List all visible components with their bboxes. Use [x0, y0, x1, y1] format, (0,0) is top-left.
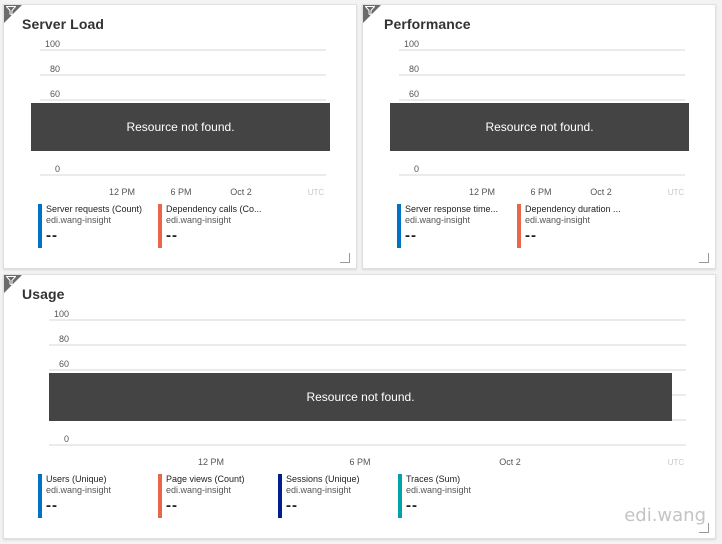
tile-title: Usage: [22, 286, 65, 302]
legend-value: --: [46, 497, 58, 514]
filter-icon[interactable]: [365, 6, 375, 16]
legend-color-bar: [38, 204, 42, 248]
filter-icon[interactable]: [6, 276, 16, 286]
legend-series-name: Users (Unique): [46, 474, 107, 484]
legend-item[interactable]: Sessions (Unique) edi.wang-insight --: [278, 474, 390, 518]
x-tick-label: Oct 2: [590, 187, 612, 197]
legend-resource-name: edi.wang-insight: [406, 485, 472, 495]
error-banner: Resource not found.: [49, 373, 672, 421]
x-tick-label: Oct 2: [499, 457, 521, 467]
legend-resource-name: edi.wang-insight: [46, 485, 112, 495]
legend-value: --: [405, 227, 417, 244]
tile-title: Server Load: [22, 16, 105, 32]
legend-series-name: Page views (Count): [166, 474, 245, 484]
timezone-label: UTC: [668, 458, 685, 467]
y-tick-label: 0: [55, 164, 60, 174]
x-tick-label: 6 PM: [170, 187, 191, 197]
legend-series-name: Server response time...: [405, 204, 499, 214]
x-tick-label: 12 PM: [469, 187, 495, 197]
resize-handle[interactable]: [699, 253, 709, 263]
timezone-label: UTC: [668, 188, 685, 197]
legend-color-bar: [158, 474, 162, 518]
y-tick-label: 100: [45, 39, 60, 49]
y-tick-label: 0: [414, 164, 419, 174]
error-banner: Resource not found.: [390, 103, 689, 151]
legend-resource-name: edi.wang-insight: [286, 485, 352, 495]
legend-item[interactable]: Server response time... edi.wang-insight -…: [397, 204, 509, 248]
legend-value: --: [525, 227, 537, 244]
x-tick-label: Oct 2: [230, 187, 252, 197]
legend-value: --: [166, 497, 178, 514]
legend-item[interactable]: Page views (Count) edi.wang-insight --: [158, 474, 270, 518]
legend-series-name: Server requests (Count): [46, 204, 143, 214]
legend-resource-name: edi.wang-insight: [166, 485, 232, 495]
y-tick-label: 60: [50, 89, 60, 99]
legend-series-name: Dependency duration ...: [525, 204, 621, 214]
legend-value: --: [46, 227, 58, 244]
y-tick-label: 80: [50, 64, 60, 74]
legend-item[interactable]: Server requests (Count) edi.wang-insight -…: [38, 204, 150, 248]
legend-value: --: [406, 497, 418, 514]
legend-item[interactable]: Traces (Sum) edi.wang-insight --: [398, 474, 510, 518]
watermark: edi.wang: [624, 505, 706, 526]
legend-resource-name: edi.wang-insight: [166, 215, 232, 225]
x-tick-label: 6 PM: [349, 457, 370, 467]
legend-color-bar: [397, 204, 401, 248]
x-tick-label: 12 PM: [109, 187, 135, 197]
timezone-label: UTC: [308, 188, 325, 197]
legend-color-bar: [278, 474, 282, 518]
filter-icon[interactable]: [6, 6, 16, 16]
y-tick-label: 100: [404, 39, 419, 49]
legend-color-bar: [398, 474, 402, 518]
legend-series-name: Traces (Sum): [406, 474, 461, 484]
y-tick-label: 0: [64, 434, 69, 444]
x-tick-label: 6 PM: [530, 187, 551, 197]
chart-legend: Server response time... edi.wang-insight -…: [397, 204, 637, 248]
y-tick-label: 100: [54, 309, 69, 319]
legend-item[interactable]: Users (Unique) edi.wang-insight --: [38, 474, 150, 518]
legend-value: --: [286, 497, 298, 514]
legend-item[interactable]: Dependency calls (Co... edi.wang-insight -…: [158, 204, 270, 248]
tile-title: Performance: [384, 16, 471, 32]
legend-resource-name: edi.wang-insight: [405, 215, 471, 225]
legend-color-bar: [517, 204, 521, 248]
error-banner: Resource not found.: [31, 103, 330, 151]
y-tick-label: 60: [409, 89, 419, 99]
legend-series-name: Sessions (Unique): [286, 474, 360, 484]
chart-legend: Server requests (Count) edi.wang-insight -…: [38, 204, 278, 248]
legend-resource-name: edi.wang-insight: [525, 215, 591, 225]
chart-legend: Users (Unique) edi.wang-insight -- Page vie…: [38, 474, 518, 518]
x-tick-label: 12 PM: [198, 457, 224, 467]
y-tick-label: 60: [59, 359, 69, 369]
legend-series-name: Dependency calls (Co...: [166, 204, 262, 214]
legend-item[interactable]: Dependency duration ... edi.wang-insight -…: [517, 204, 629, 248]
legend-color-bar: [158, 204, 162, 248]
y-tick-label: 80: [409, 64, 419, 74]
resize-handle[interactable]: [699, 523, 709, 533]
legend-color-bar: [38, 474, 42, 518]
legend-resource-name: edi.wang-insight: [46, 215, 112, 225]
legend-value: --: [166, 227, 178, 244]
resize-handle[interactable]: [340, 253, 350, 263]
y-tick-label: 80: [59, 334, 69, 344]
